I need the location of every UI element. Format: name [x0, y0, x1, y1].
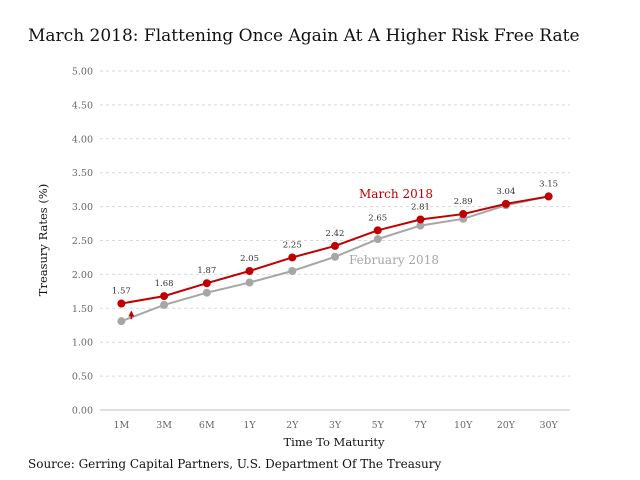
- data-label: 2.42: [326, 229, 345, 239]
- data-point: [160, 292, 169, 301]
- x-tick-label: 6M: [199, 420, 215, 431]
- x-tick-label: 7Y: [414, 420, 427, 431]
- data-label: 2.89: [454, 197, 473, 207]
- data-point: [160, 300, 169, 309]
- y-tick-label: 2.50: [72, 236, 93, 247]
- y-axis-label: Treasury Rates (%): [36, 184, 50, 296]
- series-lines: [117, 192, 553, 326]
- y-tick-label: 3.00: [72, 202, 93, 213]
- x-tick-label: 3M: [156, 420, 172, 431]
- data-point: [373, 226, 382, 235]
- data-label: 3.15: [539, 179, 558, 189]
- series-label-february-2018: February 2018: [349, 253, 439, 267]
- data-label: 2.65: [368, 213, 387, 223]
- x-tick-label: 2Y: [286, 420, 299, 431]
- data-point: [288, 253, 297, 262]
- data-point: [117, 317, 126, 326]
- chart-title: March 2018: Flattening Once Again At A H…: [28, 26, 580, 46]
- arrow-up-icon: [128, 310, 135, 320]
- data-label: 1.87: [197, 266, 216, 276]
- data-point: [245, 278, 254, 287]
- data-point: [245, 267, 254, 276]
- data-point: [331, 252, 339, 261]
- data-point: [544, 192, 553, 201]
- data-point: [202, 279, 211, 288]
- x-tick-label: 10Y: [454, 420, 473, 431]
- data-point: [416, 215, 425, 224]
- data-point: [459, 210, 468, 219]
- x-tick-label: 5Y: [372, 420, 385, 431]
- data-labels: 1.57 1.68 1.87 2.05 2.25 2.42 2.65 2.81 2.89 3.04…: [112, 179, 558, 296]
- data-point: [373, 235, 382, 244]
- x-tick-label: 3Y: [329, 420, 342, 431]
- gridlines: [100, 70, 570, 377]
- data-label: 1.68: [155, 279, 174, 289]
- data-point: [288, 267, 297, 276]
- arrow-head: [128, 310, 135, 317]
- y-tick-label: 3.50: [72, 168, 93, 179]
- data-label: 1.57: [112, 287, 131, 297]
- x-tick-label: 20Y: [497, 420, 516, 431]
- x-axis-label: Time To Maturity: [283, 435, 385, 449]
- y-tick-label: 2.00: [72, 270, 93, 281]
- y-tick-label: 4.00: [72, 134, 93, 145]
- y-axis-ticks: 0.00 0.50 1.00 1.50 2.00 2.50 3.00 3.50 4.00 4.50…: [72, 67, 93, 417]
- y-tick-label: 0.00: [72, 406, 93, 417]
- y-tick-label: 4.50: [72, 100, 93, 111]
- data-label: 2.81: [411, 202, 430, 212]
- data-point: [202, 288, 211, 297]
- x-tick-label: 1Y: [243, 420, 256, 431]
- series-label-march-2018: March 2018: [359, 187, 433, 201]
- x-tick-label: 1M: [113, 420, 129, 431]
- y-tick-label: 1.00: [72, 338, 93, 349]
- source-note: Source: Gerring Capital Partners, U.S. D…: [28, 457, 442, 471]
- data-label: 2.05: [240, 254, 259, 264]
- x-tick-label: 30Y: [539, 420, 558, 431]
- data-label: 2.25: [283, 240, 302, 250]
- y-tick-label: 0.50: [72, 372, 93, 383]
- x-axis-ticks: 1M 3M 6M 1Y 2Y 3Y 5Y 7Y 10Y 20Y 30Y: [113, 420, 558, 431]
- y-tick-label: 5.00: [72, 67, 93, 78]
- data-label: 3.04: [496, 187, 515, 197]
- y-tick-label: 1.50: [72, 304, 93, 315]
- data-point: [501, 199, 510, 208]
- data-point: [117, 299, 126, 308]
- annotation: [128, 310, 135, 320]
- data-point: [416, 221, 425, 230]
- data-point: [331, 241, 339, 250]
